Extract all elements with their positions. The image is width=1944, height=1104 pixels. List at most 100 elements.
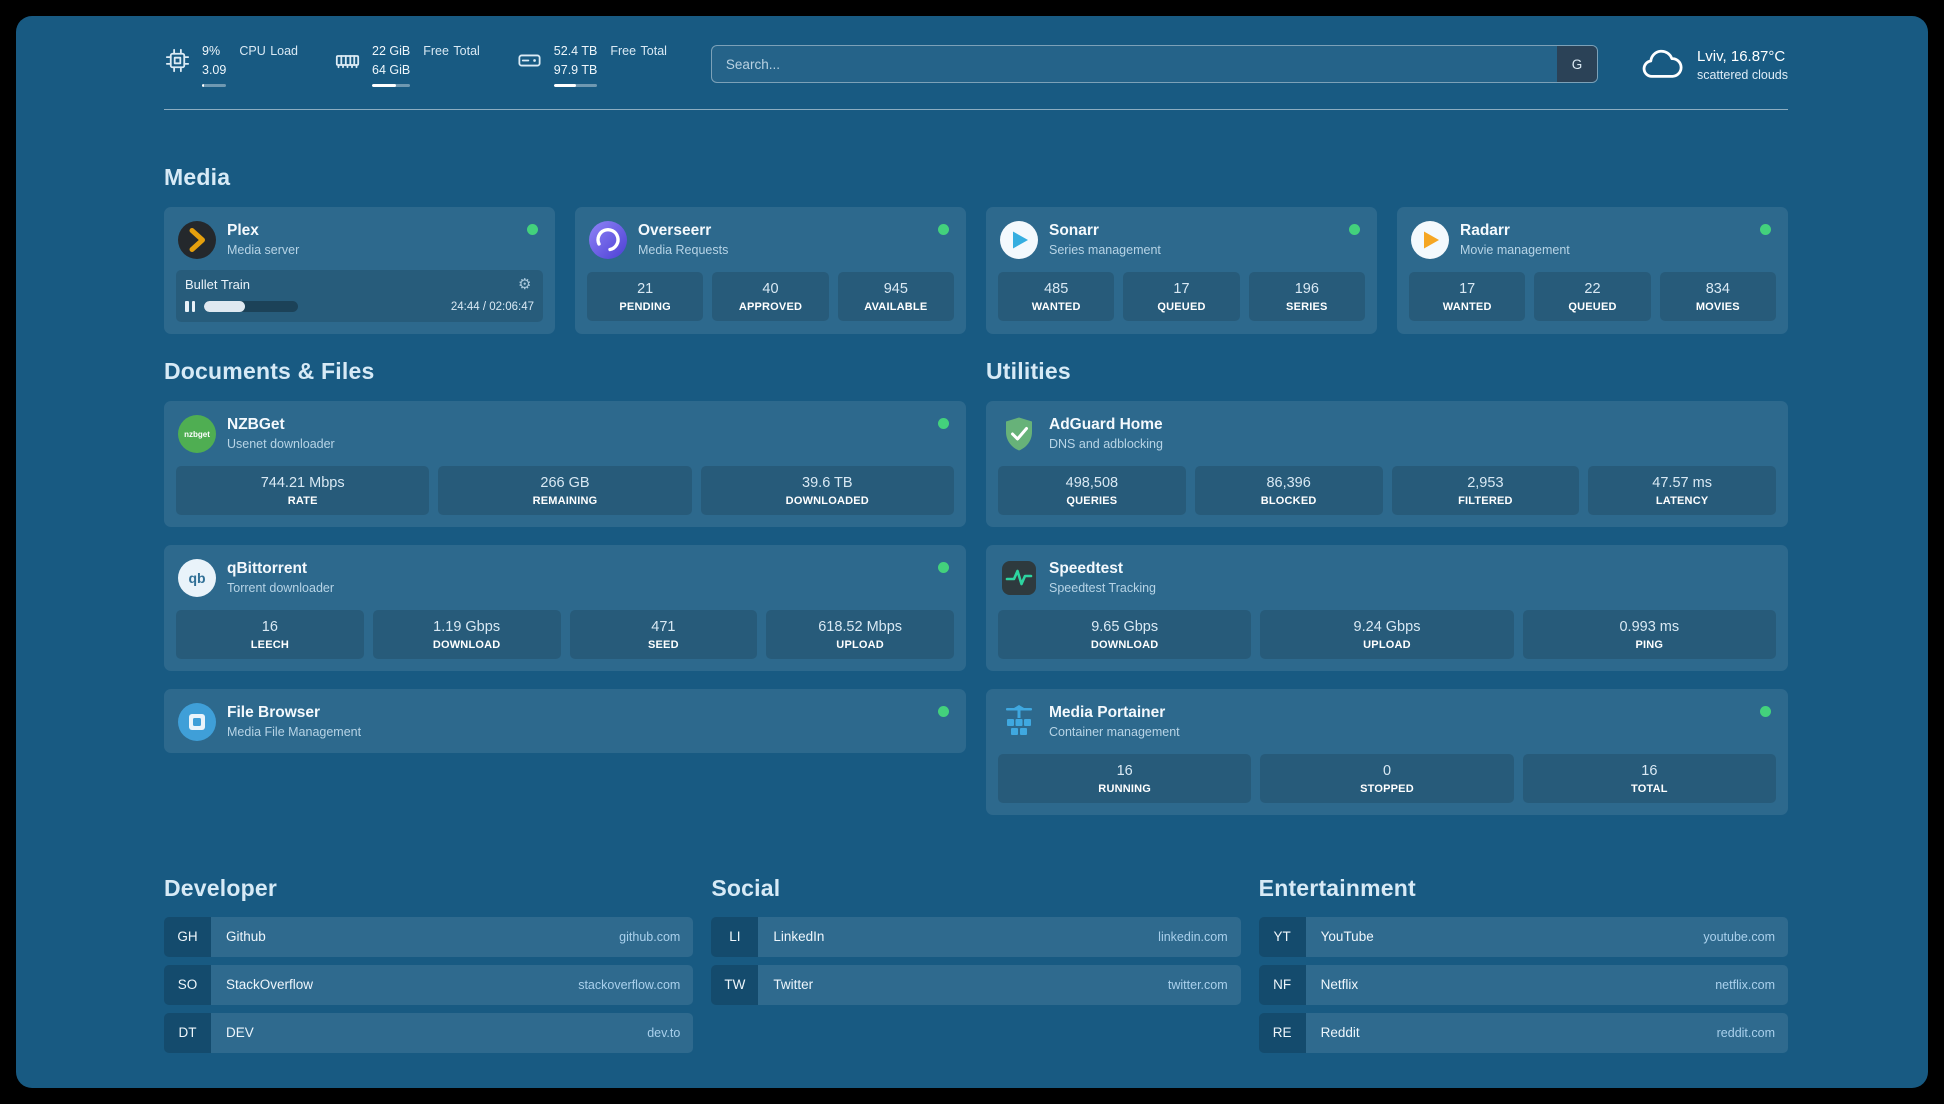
card-filebrowser[interactable]: File Browser Media File Management bbox=[164, 688, 966, 753]
bookmark-twitter[interactable]: TW Twitter twitter.com bbox=[711, 964, 1241, 1005]
card-adguard[interactable]: AdGuard Home DNS and adblocking 498,508 … bbox=[986, 400, 1788, 527]
memory-icon bbox=[335, 55, 360, 69]
section-title-utilities: Utilities bbox=[986, 357, 1071, 384]
stat-label: APPROVED bbox=[738, 300, 803, 313]
bookmark-abbr: SO bbox=[164, 964, 211, 1005]
stat-label: UPLOAD bbox=[1363, 638, 1411, 651]
stat-label: PING bbox=[1635, 638, 1664, 651]
bookmark-url: dev.to bbox=[647, 1025, 681, 1040]
cpu-meter bbox=[202, 83, 227, 87]
stat: 834 MOVIES bbox=[1659, 271, 1776, 321]
bookmark-netflix[interactable]: NF Netflix netflix.com bbox=[1258, 964, 1788, 1005]
app-subtitle: Media server bbox=[227, 243, 300, 257]
stat: 744.21 Mbps RATE bbox=[176, 465, 430, 515]
stat: 9.24 Gbps UPLOAD bbox=[1260, 609, 1514, 659]
stat: 86,396 BLOCKED bbox=[1194, 465, 1383, 515]
playback-progress-bar[interactable] bbox=[204, 301, 298, 312]
stat-value: 17 bbox=[1459, 280, 1476, 297]
card-nzbget[interactable]: nzbget NZBGet Usenet downloader 744.21 M… bbox=[164, 400, 966, 527]
section-documents: Documents & Files nzbget NZBGet Usenet d… bbox=[164, 358, 966, 833]
stat: 9.65 Gbps DOWNLOAD bbox=[998, 609, 1252, 659]
card-portainer[interactable]: Media Portainer Container management 16 … bbox=[986, 688, 1788, 815]
stat-value: 16 bbox=[261, 618, 278, 635]
section-title-social: Social bbox=[711, 874, 781, 901]
stat-value: 47.57 ms bbox=[1652, 474, 1712, 491]
bookmark-stackoverflow[interactable]: SO StackOverflow stackoverflow.com bbox=[164, 964, 694, 1005]
stat-label: AVAILABLE bbox=[864, 300, 928, 313]
stat: 22 QUEUED bbox=[1534, 271, 1651, 321]
bookmarks-developer: Developer GH Github github.com SO StackO… bbox=[164, 874, 694, 1061]
stat: 2,953 FILTERED bbox=[1391, 465, 1580, 515]
memory-meter bbox=[372, 83, 411, 87]
app-name: Sonarr bbox=[1049, 222, 1099, 239]
bookmark-reddit[interactable]: RE Reddit reddit.com bbox=[1258, 1012, 1788, 1053]
stat-value: 2,953 bbox=[1467, 474, 1504, 491]
stat-label: WANTED bbox=[1442, 300, 1492, 313]
stat-value: 1.19 Gbps bbox=[433, 618, 501, 635]
bookmark-url: reddit.com bbox=[1716, 1025, 1775, 1040]
stat-label: DOWNLOAD bbox=[432, 638, 501, 651]
disk-widget: 52.4 TB 97.9 TB Free Total bbox=[516, 42, 667, 87]
card-plex[interactable]: Plex Media server Bullet Train 24:44 / bbox=[164, 206, 555, 334]
bookmark-linkedin[interactable]: LI LinkedIn linkedin.com bbox=[711, 916, 1241, 957]
card-speedtest[interactable]: Speedtest Speedtest Tracking 9.65 Gbps D… bbox=[986, 544, 1788, 671]
cpu-label: CPU bbox=[239, 44, 266, 58]
stat: 16 RUNNING bbox=[998, 753, 1252, 803]
bookmark-name: Netflix bbox=[1320, 977, 1359, 992]
stat: 47.57 ms LATENCY bbox=[1588, 465, 1776, 515]
disk-meter bbox=[553, 83, 598, 87]
cpu-percent: 9% bbox=[202, 44, 221, 58]
cpu-load-label: Load bbox=[270, 44, 299, 58]
stat: 471 SEED bbox=[569, 609, 758, 659]
status-dot bbox=[1760, 705, 1771, 717]
search-bar: G bbox=[710, 45, 1598, 84]
weather-widget: Lviv, 16.87°C scattered clouds bbox=[1638, 46, 1788, 82]
app-subtitle: Movie management bbox=[1460, 243, 1570, 257]
bookmark-github[interactable]: GH Github github.com bbox=[164, 916, 694, 957]
card-sonarr[interactable]: Sonarr Series management 485 WANTED 17 Q… bbox=[986, 206, 1377, 334]
stat-label: TOTAL bbox=[1630, 782, 1668, 795]
app-subtitle: Torrent downloader bbox=[227, 581, 335, 595]
search-input[interactable] bbox=[710, 45, 1598, 84]
stat: 16 TOTAL bbox=[1522, 753, 1776, 803]
stat-value: 21 bbox=[637, 280, 654, 297]
bookmark-url: twitter.com bbox=[1167, 977, 1228, 992]
bookmark-name: Reddit bbox=[1320, 1025, 1360, 1040]
pause-icon[interactable] bbox=[185, 301, 195, 312]
bookmark-abbr: TW bbox=[711, 964, 759, 1005]
stat: 39.6 TB DOWNLOADED bbox=[700, 465, 954, 515]
overseerr-icon bbox=[589, 220, 627, 259]
stat-label: RUNNING bbox=[1098, 782, 1152, 795]
stat-label: SERIES bbox=[1286, 300, 1328, 313]
bookmark-url: linkedin.com bbox=[1158, 929, 1228, 944]
settings-gear-icon[interactable] bbox=[518, 277, 534, 293]
bookmark-youtube[interactable]: YT YouTube youtube.com bbox=[1258, 916, 1788, 957]
app-name: File Browser bbox=[227, 704, 321, 721]
app-subtitle: Container management bbox=[1049, 725, 1180, 739]
search-provider-button[interactable]: G bbox=[1556, 46, 1597, 83]
bookmarks-entertainment: Entertainment YT YouTube youtube.com NF … bbox=[1258, 875, 1788, 1061]
stat-value: 0.993 ms bbox=[1619, 618, 1680, 635]
card-overseerr[interactable]: Overseerr Media Requests 21 PENDING 40 A… bbox=[575, 206, 966, 334]
status-dot bbox=[938, 561, 949, 573]
stat-label: MOVIES bbox=[1695, 300, 1740, 313]
stat-value: 40 bbox=[762, 280, 779, 297]
section-title-developer: Developer bbox=[164, 874, 278, 901]
disk-free-value: 52.4 TB bbox=[553, 44, 598, 58]
card-radarr[interactable]: Radarr Movie management 17 WANTED 22 QUE… bbox=[1397, 206, 1788, 334]
bookmark-abbr: RE bbox=[1258, 1012, 1306, 1053]
stat-label: SEED bbox=[647, 638, 679, 651]
bookmark-url: netflix.com bbox=[1715, 977, 1775, 992]
stat-value: 17 bbox=[1173, 280, 1190, 297]
stat-value: 86,396 bbox=[1266, 474, 1311, 491]
stat-value: 0 bbox=[1382, 762, 1392, 779]
card-qbittorrent[interactable]: qb qBittorrent Torrent downloader 16 LEE… bbox=[164, 544, 966, 671]
bookmarks-social: Social LI LinkedIn linkedin.com TW Twitt… bbox=[711, 874, 1241, 1061]
bookmark-dev[interactable]: DT DEV dev.to bbox=[164, 1012, 694, 1053]
bookmark-name: LinkedIn bbox=[773, 929, 825, 944]
qbittorrent-icon: qb bbox=[178, 558, 216, 597]
cpu-load-value: 3.09 bbox=[202, 62, 227, 77]
stat-value: 266 GB bbox=[540, 474, 590, 491]
bookmark-abbr: NF bbox=[1258, 964, 1306, 1005]
stat: 1.19 Gbps DOWNLOAD bbox=[372, 609, 561, 659]
